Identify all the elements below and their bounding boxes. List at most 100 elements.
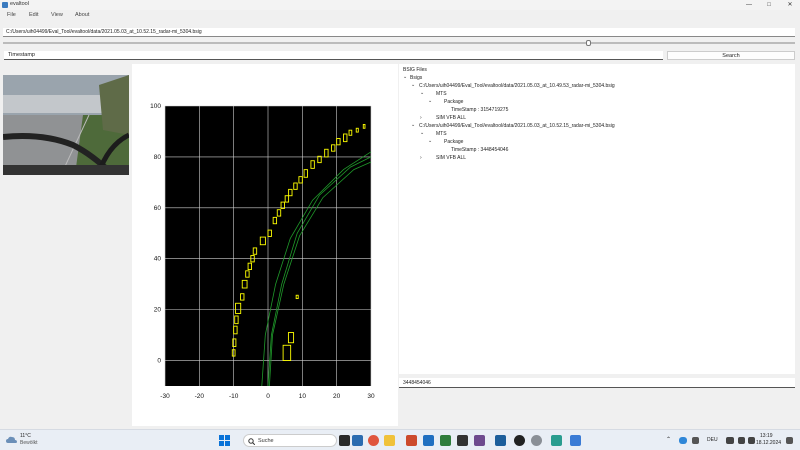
radar-object-box — [241, 279, 248, 289]
radar-plot: -30 -20 -10 0 10 20 30 0 20 40 60 80 100 — [150, 103, 375, 400]
chevron-down-icon[interactable]: ⌄ — [420, 90, 425, 96]
tree-item-file2-package[interactable]: Package — [444, 139, 464, 145]
chevron-up-icon[interactable]: ⌃ — [666, 437, 672, 443]
menu-about[interactable]: About — [75, 12, 90, 18]
app-icon-blue[interactable] — [495, 435, 506, 446]
radar-object-box — [231, 349, 236, 357]
tree-item-file2[interactable]: C:/Users/uih04499/Eval_Tool/evaltool/dat… — [419, 123, 615, 129]
cloud-sync-icon[interactable] — [679, 437, 687, 444]
clock-time[interactable]: 13:19 — [760, 433, 773, 439]
menu-edit[interactable]: Edit — [29, 12, 39, 18]
radar-object-box — [234, 315, 239, 325]
x-tick-label: 30 — [367, 393, 375, 400]
windows-start-icon[interactable] — [219, 435, 230, 446]
radar-object-box — [276, 209, 282, 217]
x-tick-label: 0 — [266, 393, 270, 400]
search-button[interactable]: Search — [667, 51, 795, 60]
timestamp-output-text: 3448454046 — [403, 380, 431, 386]
tree-item-file1[interactable]: C:/Users/uih04499/Eval_Tool/evaltool/dat… — [419, 83, 615, 89]
taskbar-search-input[interactable]: Suche — [243, 434, 337, 447]
y-tick-label: 60 — [154, 205, 162, 212]
radar-object-box — [310, 160, 315, 169]
radar-object-box — [245, 270, 250, 278]
chevron-right-icon[interactable]: › — [420, 155, 422, 161]
y-tick-label: 100 — [150, 103, 161, 110]
radar-object-box — [282, 344, 292, 361]
tree-item-file1-package[interactable]: Package — [444, 99, 464, 105]
bsig-tree[interactable]: BSIG Files ⌄ Bsigs ⌄ C:/Users/uih04499/E… — [399, 64, 795, 374]
radar-object-box — [348, 129, 353, 136]
weather-desc: Bewölkt — [20, 440, 38, 446]
radar-object-box — [247, 262, 252, 270]
minimize-button[interactable]: — — [746, 2, 752, 8]
tree-item-file1-mts[interactable]: MTS — [436, 91, 447, 97]
app-icon-purple[interactable] — [474, 435, 485, 446]
app-icon-dark[interactable] — [514, 435, 525, 446]
chevron-down-icon[interactable]: ⌄ — [411, 82, 416, 88]
radar-object-box — [232, 338, 237, 347]
radar-object-box — [259, 236, 266, 246]
notification-icon[interactable] — [786, 437, 793, 444]
tree-item-file2-sim[interactable]: SIM VFB ALL — [436, 155, 467, 161]
file-explorer-icon[interactable] — [384, 435, 395, 446]
radar-object-box — [298, 176, 303, 184]
radar-object-box — [343, 133, 348, 143]
tree-item-bsigs[interactable]: Bsigs — [410, 75, 423, 81]
timestamp-input-text: Timestamp — [8, 52, 35, 58]
settings-gear-icon[interactable] — [531, 435, 542, 446]
chevron-right-icon[interactable]: › — [420, 115, 422, 121]
radar-object-box — [288, 188, 293, 197]
x-tick-label: -10 — [229, 393, 239, 400]
y-tick-label: 40 — [154, 256, 162, 263]
timestamp-input[interactable]: Timestamp — [4, 51, 663, 60]
excel-icon[interactable] — [440, 435, 451, 446]
x-tick-label: -30 — [160, 393, 170, 400]
radar-object-box — [235, 302, 242, 314]
app-tray-icon[interactable] — [692, 437, 699, 444]
wifi-icon[interactable] — [738, 437, 745, 444]
volume-icon[interactable] — [748, 437, 755, 444]
chrome-icon[interactable] — [368, 435, 379, 446]
taskbar-search-placeholder: Suche — [258, 438, 274, 444]
radar-object-box — [336, 138, 341, 146]
maximize-button[interactable]: □ — [767, 2, 771, 8]
window-title: evaltool — [10, 1, 29, 7]
task-view-icon[interactable] — [339, 435, 350, 446]
chevron-down-icon[interactable]: ⌄ — [403, 74, 408, 80]
radar-object-box — [324, 148, 329, 158]
teams-icon[interactable] — [352, 435, 363, 446]
app-icon-red[interactable] — [406, 435, 417, 446]
radar-object-box — [362, 124, 366, 129]
tree-item-file1-sim[interactable]: SIM VFB ALL — [436, 115, 467, 121]
radar-object-box — [331, 144, 336, 152]
language-indicator[interactable]: DEU — [707, 437, 718, 443]
app-icon-teal[interactable] — [551, 435, 562, 446]
radar-object-box — [272, 216, 278, 225]
close-button[interactable]: ✕ — [787, 2, 793, 8]
chevron-down-icon[interactable]: ⌄ — [420, 130, 425, 136]
timeline-slider[interactable] — [3, 42, 795, 44]
outlook-icon[interactable] — [423, 435, 434, 446]
radar-object-box — [287, 332, 295, 344]
cloud-icon — [6, 436, 17, 443]
radar-object-box — [303, 169, 308, 178]
lane-line — [267, 156, 372, 387]
chevron-down-icon[interactable]: ⌄ — [428, 98, 433, 104]
file-path-field[interactable]: C:/Users/uih04499/Eval_Tool/evaltool/dat… — [3, 28, 795, 37]
tree-root-label: BSIG Files — [403, 67, 427, 73]
tree-item-file2-timestamp[interactable]: TimeStamp : 3448454046 — [451, 147, 509, 153]
camera-frame — [3, 75, 129, 175]
app-icon-blue2[interactable] — [570, 435, 581, 446]
timeline-slider-handle[interactable] — [586, 40, 591, 46]
terminal-icon[interactable] — [457, 435, 468, 446]
chevron-down-icon[interactable]: ⌄ — [411, 122, 416, 128]
chevron-down-icon[interactable]: ⌄ — [428, 138, 433, 144]
menu-view[interactable]: View — [51, 12, 63, 18]
tree-item-file2-mts[interactable]: MTS — [436, 131, 447, 137]
timestamp-output-field[interactable]: 3448454046 — [399, 378, 795, 388]
clock-date[interactable]: 18.12.2024 — [756, 440, 782, 446]
menu-bar: File Edit View About — [0, 11, 800, 21]
display-icon[interactable] — [726, 437, 734, 444]
tree-item-file1-timestamp[interactable]: TimeStamp : 3154719275 — [451, 107, 509, 113]
menu-file[interactable]: File — [7, 12, 16, 18]
